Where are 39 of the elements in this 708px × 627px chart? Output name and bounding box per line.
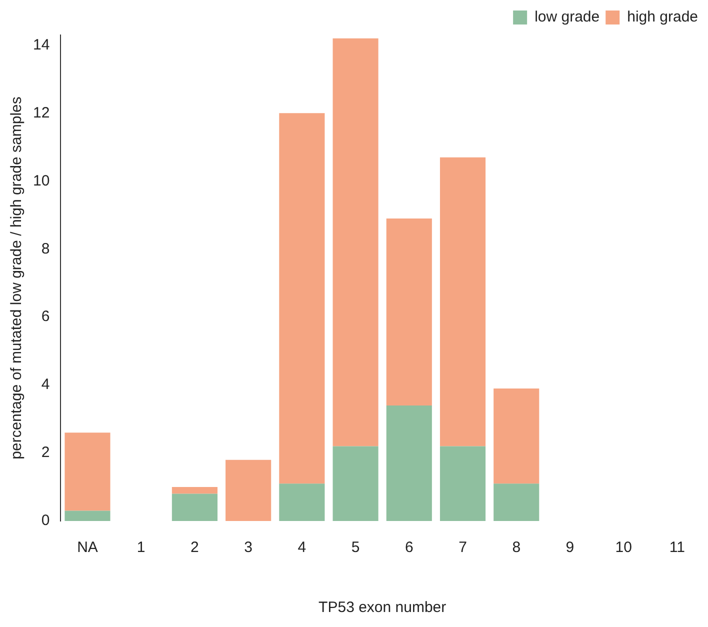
y-tick-label: 2 [41, 444, 50, 462]
bar [440, 157, 486, 446]
x-tick-label: 10 [615, 539, 632, 556]
y-tick-label: 12 [32, 104, 50, 122]
bar [279, 113, 325, 484]
x-tick-label: 9 [566, 539, 574, 556]
bar [279, 484, 325, 521]
x-tick-label: 3 [244, 539, 252, 556]
x-tick-label: 11 [669, 539, 685, 556]
y-tick-label: 14 [32, 36, 50, 54]
x-tick-label: 7 [458, 539, 467, 556]
x-tick-label: 6 [404, 539, 414, 556]
bar [386, 218, 432, 406]
x-tick-label: 2 [190, 539, 199, 556]
y-tick-label: 10 [32, 172, 50, 190]
x-tick-label: NA [77, 539, 98, 556]
bar [494, 484, 540, 521]
x-tick-label: 4 [298, 539, 306, 556]
y-tick-label: 0 [41, 512, 50, 530]
bar [494, 388, 540, 484]
x-tick-label: 8 [512, 539, 521, 556]
x-tick-label: 5 [351, 539, 360, 556]
bar [332, 446, 378, 521]
bar [440, 446, 486, 521]
legend-label: low grade [534, 8, 600, 26]
y-tick-label: 8 [41, 240, 50, 258]
x-axis-title: TP53 exon number [318, 599, 446, 616]
y-axis-title: percentage of mutated low grade / high grade samples [8, 96, 26, 460]
y-tick-label: 6 [41, 308, 50, 326]
x-tick-label: 1 [136, 539, 146, 556]
legend-label: high grade [627, 8, 698, 26]
bar [386, 405, 432, 521]
bar [172, 487, 218, 494]
bar [64, 510, 110, 521]
bar [64, 432, 110, 511]
bar [226, 460, 272, 521]
y-tick-label: 4 [41, 376, 50, 394]
bar [332, 38, 378, 446]
bar [172, 494, 218, 521]
